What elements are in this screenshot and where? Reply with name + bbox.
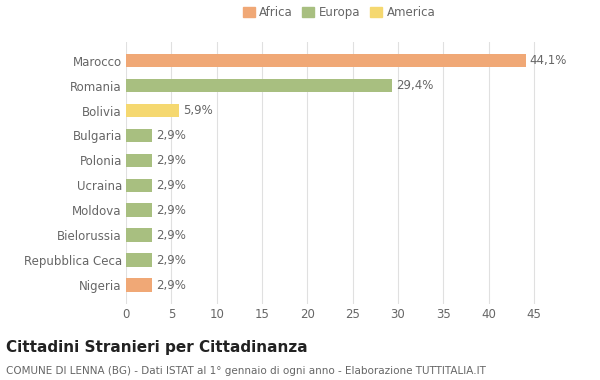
- Text: COMUNE DI LENNA (BG) - Dati ISTAT al 1° gennaio di ogni anno - Elaborazione TUTT: COMUNE DI LENNA (BG) - Dati ISTAT al 1° …: [6, 366, 486, 376]
- Text: 2,9%: 2,9%: [156, 179, 186, 192]
- Text: 5,9%: 5,9%: [183, 104, 213, 117]
- Text: 2,9%: 2,9%: [156, 279, 186, 292]
- Text: 44,1%: 44,1%: [529, 54, 567, 67]
- Bar: [126, 228, 152, 242]
- Text: 2,9%: 2,9%: [156, 254, 186, 267]
- Bar: [126, 128, 152, 142]
- Text: 2,9%: 2,9%: [156, 129, 186, 142]
- Bar: [126, 253, 152, 267]
- Bar: [126, 279, 152, 292]
- Bar: [126, 179, 152, 192]
- Text: 29,4%: 29,4%: [396, 79, 433, 92]
- Bar: [126, 203, 152, 217]
- Text: Cittadini Stranieri per Cittadinanza: Cittadini Stranieri per Cittadinanza: [6, 340, 308, 355]
- Bar: [126, 104, 179, 117]
- Text: 2,9%: 2,9%: [156, 204, 186, 217]
- Text: 2,9%: 2,9%: [156, 229, 186, 242]
- Bar: [126, 154, 152, 167]
- Bar: [126, 54, 526, 67]
- Legend: Africa, Europa, America: Africa, Europa, America: [243, 6, 435, 19]
- Text: 2,9%: 2,9%: [156, 154, 186, 167]
- Bar: [126, 79, 392, 92]
